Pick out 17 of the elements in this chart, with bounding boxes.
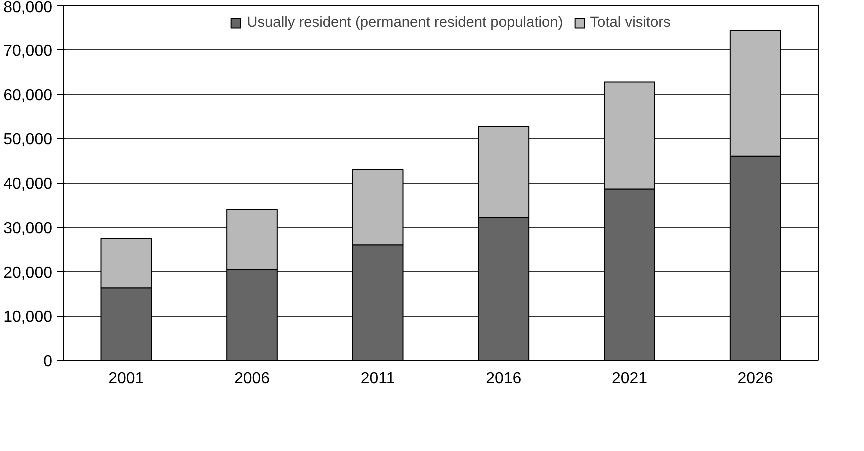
legend-label: Total visitors [590,15,671,31]
y-tick-label: 10,000 [4,309,53,326]
y-tick-label: 40,000 [4,176,53,193]
x-tick-label: 2006 [234,370,270,388]
x-tick-label: 2021 [612,370,648,388]
y-tick-label: 0 [44,354,53,370]
y-tick-label: 80,000 [4,0,53,16]
y-tick-label: 60,000 [4,87,53,104]
y-tick-label: 30,000 [4,220,53,238]
x-tick-label: 2001 [108,370,144,388]
y-tick-label: 20,000 [4,264,53,282]
legend-label: Usually resident (permanent resident population) [247,15,564,31]
x-tick-label: 2016 [486,370,522,388]
y-tick-label: 70,000 [4,42,53,60]
y-tick-label: 50,000 [4,132,53,149]
x-tick-label: 2026 [738,370,774,388]
x-tick-label: 2011 [360,370,396,388]
